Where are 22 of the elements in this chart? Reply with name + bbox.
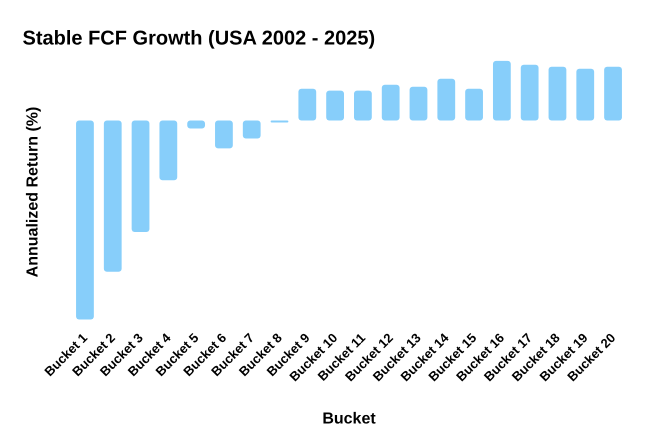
bar: [576, 68, 594, 121]
bar: [465, 88, 483, 121]
bar: [354, 90, 372, 121]
bar: [298, 88, 316, 121]
bar: [492, 60, 511, 121]
bar: [437, 78, 456, 121]
bar: [132, 120, 150, 232]
chart-title: Stable FCF Growth (USA 2002 - 2025): [22, 28, 376, 50]
bar: [548, 66, 566, 121]
bar: [520, 64, 539, 121]
bar: [242, 120, 261, 138]
y-axis-title: Annualized Return (%): [24, 106, 42, 278]
x-axis-title: Bucket: [322, 410, 376, 428]
bar: [76, 120, 94, 320]
bar: [410, 86, 428, 121]
bar: [326, 90, 344, 121]
bar: [104, 120, 122, 272]
bar: [187, 120, 206, 128]
bar: [159, 120, 178, 180]
bar: [215, 120, 233, 148]
bar: [382, 84, 400, 121]
bar: [604, 66, 622, 121]
